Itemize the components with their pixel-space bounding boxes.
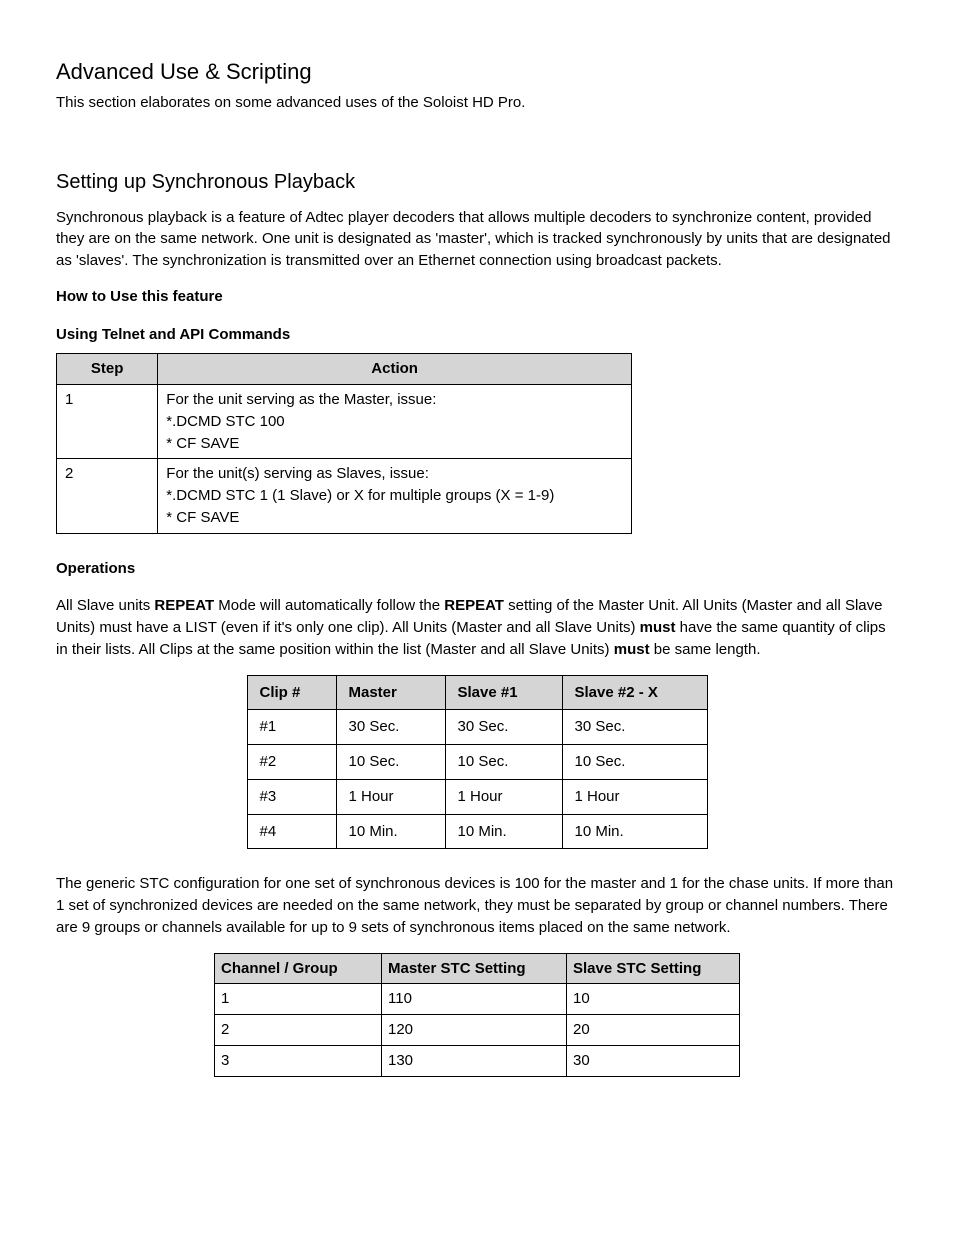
table-row: #410 Min.10 Min.10 Min. xyxy=(247,814,707,849)
cell-action: For the unit(s) serving as Slaves, issue… xyxy=(158,459,632,533)
col-header-slave2x: Slave #2 - X xyxy=(562,675,707,710)
table-header-row: Step Action xyxy=(57,354,632,385)
col-header-clip: Clip # xyxy=(247,675,336,710)
cell: 1 Hour xyxy=(445,779,562,814)
telnet-label: Using Telnet and API Commands xyxy=(56,324,898,346)
intro-paragraph-2: Synchronous playback is a feature of Adt… xyxy=(56,207,898,272)
heading-sync-playback: Setting up Synchronous Playback xyxy=(56,168,898,197)
cell-step: 2 xyxy=(57,459,158,533)
col-header-action: Action xyxy=(158,354,632,385)
table-row: #210 Sec.10 Sec.10 Sec. xyxy=(247,745,707,780)
cell: 10 Min. xyxy=(445,814,562,849)
col-header-master: Master xyxy=(336,675,445,710)
cell: 110 xyxy=(382,984,567,1015)
cell: 10 Sec. xyxy=(445,745,562,780)
cell: 30 xyxy=(567,1045,740,1076)
steps-table: Step Action 1For the unit serving as the… xyxy=(56,353,632,533)
table-row: 1For the unit serving as the Master, iss… xyxy=(57,385,632,459)
table-row: 111010 xyxy=(215,984,740,1015)
cell: 30 Sec. xyxy=(336,710,445,745)
cell: 20 xyxy=(567,1015,740,1046)
cell: 2 xyxy=(215,1015,382,1046)
col-header-slave1: Slave #1 xyxy=(445,675,562,710)
col-header-channel-group: Channel / Group xyxy=(215,953,382,984)
table-row: 212020 xyxy=(215,1015,740,1046)
table-row: #130 Sec.30 Sec.30 Sec. xyxy=(247,710,707,745)
cell: 10 Min. xyxy=(336,814,445,849)
operations-paragraph: All Slave units REPEAT Mode will automat… xyxy=(56,595,898,660)
cell: 30 Sec. xyxy=(445,710,562,745)
operations-label: Operations xyxy=(56,558,898,580)
cell: #2 xyxy=(247,745,336,780)
cell: 10 Sec. xyxy=(562,745,707,780)
cell-action: For the unit serving as the Master, issu… xyxy=(158,385,632,459)
howto-label: How to Use this feature xyxy=(56,286,898,308)
table-header-row: Clip # Master Slave #1 Slave #2 - X xyxy=(247,675,707,710)
cell: 30 Sec. xyxy=(562,710,707,745)
cell: 1 xyxy=(215,984,382,1015)
heading-advanced-use: Advanced Use & Scripting xyxy=(56,56,898,88)
clips-table: Clip # Master Slave #1 Slave #2 - X #130… xyxy=(247,675,708,850)
cell: #3 xyxy=(247,779,336,814)
cell: #1 xyxy=(247,710,336,745)
table-header-row: Channel / Group Master STC Setting Slave… xyxy=(215,953,740,984)
cell: 130 xyxy=(382,1045,567,1076)
cell: 10 Min. xyxy=(562,814,707,849)
cell: 3 xyxy=(215,1045,382,1076)
cell: #4 xyxy=(247,814,336,849)
document-page: Advanced Use & Scripting This section el… xyxy=(0,0,954,1117)
channel-group-table: Channel / Group Master STC Setting Slave… xyxy=(214,953,740,1077)
cell: 1 Hour xyxy=(562,779,707,814)
table-row: #31 Hour1 Hour1 Hour xyxy=(247,779,707,814)
table-row: 2For the unit(s) serving as Slaves, issu… xyxy=(57,459,632,533)
table-row: 313030 xyxy=(215,1045,740,1076)
col-header-slave-stc: Slave STC Setting xyxy=(567,953,740,984)
col-header-step: Step xyxy=(57,354,158,385)
stc-paragraph: The generic STC configuration for one se… xyxy=(56,873,898,938)
intro-paragraph-1: This section elaborates on some advanced… xyxy=(56,92,898,114)
cell: 1 Hour xyxy=(336,779,445,814)
cell: 10 Sec. xyxy=(336,745,445,780)
cell: 10 xyxy=(567,984,740,1015)
col-header-master-stc: Master STC Setting xyxy=(382,953,567,984)
cell-step: 1 xyxy=(57,385,158,459)
cell: 120 xyxy=(382,1015,567,1046)
